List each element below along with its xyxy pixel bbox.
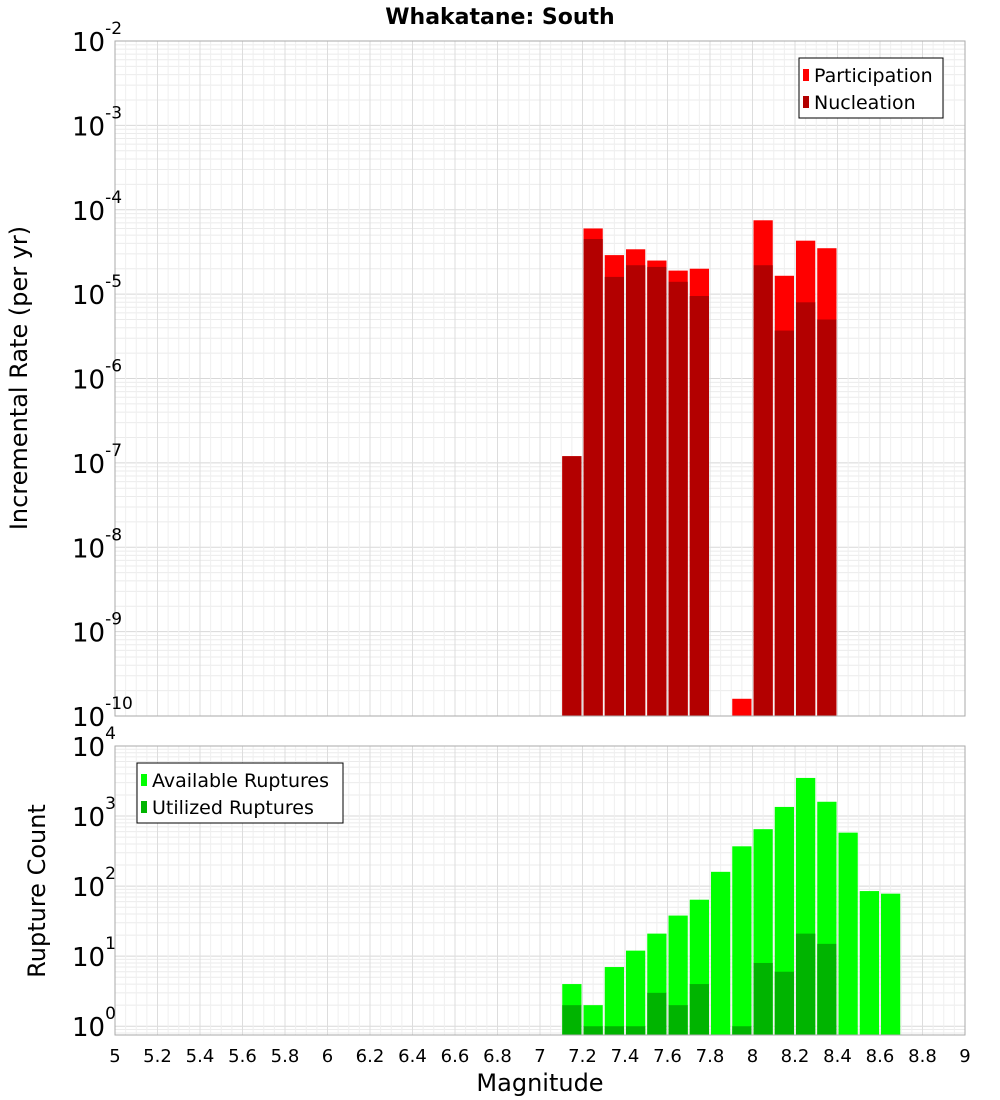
count-bar xyxy=(668,915,688,1035)
count-bar xyxy=(774,971,794,1035)
count-bar xyxy=(583,1026,603,1035)
count-bar xyxy=(881,893,901,1035)
rate-bar xyxy=(732,698,752,716)
legend-swatch xyxy=(803,69,809,81)
x-tick-label: 8.4 xyxy=(823,1046,852,1067)
x-tick-label: 7 xyxy=(534,1046,545,1067)
x-tick-label: 8.6 xyxy=(866,1046,895,1067)
legend-label: Available Ruptures xyxy=(152,770,329,792)
x-tick-label: 5.8 xyxy=(271,1046,300,1067)
rate-bar xyxy=(626,265,646,716)
count-bar xyxy=(838,832,858,1035)
y-tick-label: 10-10 xyxy=(72,694,133,733)
count-plot-frame xyxy=(114,745,966,1036)
x-tick-label: 7.6 xyxy=(653,1046,682,1067)
rate-bar xyxy=(753,265,773,716)
x-tick-label: 8 xyxy=(747,1046,758,1067)
x-tick-label: 7.2 xyxy=(568,1046,597,1067)
legend-label: Nucleation xyxy=(814,92,916,114)
rate-bar xyxy=(562,456,582,716)
count-bar xyxy=(732,1026,752,1035)
rate-legend: Participation Nucleation xyxy=(798,57,944,119)
count-legend: Available Ruptures Utilized Ruptures xyxy=(136,762,344,824)
y-axis-title-rate: Incremental Rate (per yr) xyxy=(5,226,33,530)
rate-grid xyxy=(114,40,966,717)
legend-label: Utilized Ruptures xyxy=(152,797,314,819)
x-tick-label: 7.4 xyxy=(611,1046,640,1067)
y-tick-label: 103 xyxy=(72,794,116,833)
count-bar xyxy=(711,871,731,1035)
x-tick-label: 5.6 xyxy=(228,1046,257,1067)
rate-bar xyxy=(668,281,688,716)
count-bar xyxy=(668,1005,688,1035)
chart-title: Whakatane: South xyxy=(385,5,614,30)
rate-bar xyxy=(774,330,794,716)
count-bar xyxy=(647,992,667,1035)
legend-label: Participation xyxy=(814,65,933,87)
x-tick-label: 7.8 xyxy=(696,1046,725,1067)
rate-bar xyxy=(647,266,667,716)
x-tick-label: 8.8 xyxy=(908,1046,937,1067)
count-bar xyxy=(604,967,624,1035)
legend-swatch xyxy=(141,801,147,813)
y-tick-label: 102 xyxy=(72,864,116,903)
x-tick-label: 9 xyxy=(959,1046,970,1067)
legend-box xyxy=(798,57,944,119)
rate-bar xyxy=(689,296,709,716)
x-tick-label: 6.6 xyxy=(441,1046,470,1067)
series-utilized-ruptures xyxy=(562,933,837,1035)
x-tick-label: 6.8 xyxy=(483,1046,512,1067)
x-tick-label: 5 xyxy=(109,1046,120,1067)
y-tick-label: 100 xyxy=(72,1004,116,1043)
series-nucleation xyxy=(562,239,837,716)
count-bar xyxy=(626,1026,646,1035)
x-tick-label: 6.2 xyxy=(356,1046,385,1067)
x-axis-title: Magnitude xyxy=(476,1069,603,1097)
count-bar xyxy=(796,933,816,1035)
count-bar xyxy=(859,891,879,1035)
x-tick-label: 6.4 xyxy=(398,1046,427,1067)
x-tick-label: 8.2 xyxy=(781,1046,810,1067)
count-bar xyxy=(626,950,646,1035)
rate-bar xyxy=(604,276,624,716)
y-axis-title-count: Rupture Count xyxy=(23,804,51,978)
rate-panel: 10-1010-910-810-710-610-510-410-310-2Par… xyxy=(72,19,966,733)
rate-bar xyxy=(583,239,603,716)
count-bar xyxy=(753,962,773,1035)
x-tick-label: 5.2 xyxy=(143,1046,172,1067)
legend-swatch xyxy=(141,774,147,786)
legend-swatch xyxy=(803,96,809,108)
count-bar xyxy=(817,943,837,1035)
x-tick-label: 6 xyxy=(322,1046,333,1067)
x-tick-label: 5.4 xyxy=(186,1046,215,1067)
count-bar xyxy=(689,984,709,1035)
count-bar xyxy=(562,1005,582,1035)
rate-bar xyxy=(817,319,837,716)
y-tick-label: 101 xyxy=(72,934,116,973)
count-bar xyxy=(604,1026,624,1035)
rate-bar xyxy=(796,302,816,716)
rate-plot-frame xyxy=(114,40,966,717)
count-bar xyxy=(732,846,752,1035)
legend-box xyxy=(136,762,344,824)
